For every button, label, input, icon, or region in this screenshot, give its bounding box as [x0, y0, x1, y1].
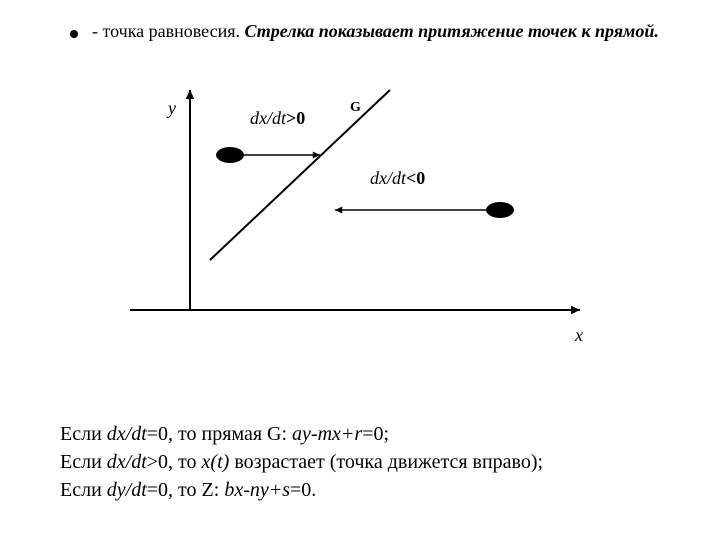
dxdt-negative-label: dx/dt<0 [370, 168, 425, 189]
line-g-label: G [350, 100, 361, 116]
phase-diagram: y x G dx/dt>0 dx/dt<0 [120, 80, 600, 360]
condition-line-3: Если dy/dt=0, то Z: bx-ny+s=0. [60, 476, 680, 504]
l1d: ay-mx+r [292, 423, 362, 445]
diagram-svg [120, 80, 600, 360]
dxdt-positive-label: dx/dt>0 [250, 108, 305, 129]
conditions-text: Если dx/dt=0, то прямая G: ay-mx+r=0; Ес… [60, 420, 680, 504]
label1-suffix: >0 [286, 108, 305, 128]
l2c: >0, то [147, 451, 202, 473]
l2d: x(t) [202, 451, 230, 473]
l1c: =0, то прямая G: [147, 423, 292, 445]
header-emph: Стрелка показывает притяжение точек к пр… [245, 21, 659, 41]
l3d: bx-ny+s [224, 479, 290, 501]
bullet-icon [70, 30, 78, 38]
l1a: Если [60, 423, 107, 445]
label1-prefix: dx/dt [250, 108, 286, 128]
condition-line-2: Если dx/dt>0, то x(t) возрастает (точка … [60, 448, 680, 476]
l1b: dx/dt [107, 423, 147, 445]
l3c: =0, то Z: [147, 479, 225, 501]
header-plain: - точка равновесия. [92, 21, 245, 41]
x-axis-label: x [575, 325, 583, 346]
l1e: =0; [362, 423, 389, 445]
label2-prefix: dx/dt [370, 168, 406, 188]
l2a: Если [60, 451, 107, 473]
l3a: Если [60, 479, 107, 501]
l3b: dy/dt [107, 479, 147, 501]
label2-suffix: <0 [406, 168, 425, 188]
header-text: - точка равновесия. Стрелка показывает п… [92, 20, 659, 43]
header-row: - точка равновесия. Стрелка показывает п… [70, 20, 670, 43]
l3e: =0. [290, 479, 316, 501]
y-axis-label: y [168, 98, 176, 119]
l2e: возрастает (точка движется вправо); [229, 451, 543, 473]
condition-line-1: Если dx/dt=0, то прямая G: ay-mx+r=0; [60, 420, 680, 448]
l2b: dx/dt [107, 451, 147, 473]
